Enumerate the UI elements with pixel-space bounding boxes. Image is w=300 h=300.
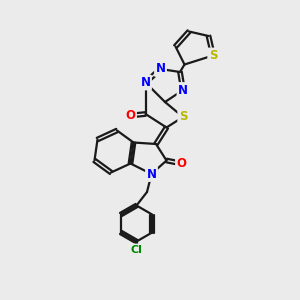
Text: S: S (209, 49, 217, 62)
Text: N: N (155, 62, 166, 76)
Text: S: S (179, 110, 187, 124)
Text: O: O (125, 109, 136, 122)
Text: N: N (140, 76, 151, 89)
Text: N: N (146, 167, 157, 181)
Text: O: O (176, 157, 187, 170)
Text: N: N (178, 83, 188, 97)
Text: Cl: Cl (130, 245, 142, 255)
